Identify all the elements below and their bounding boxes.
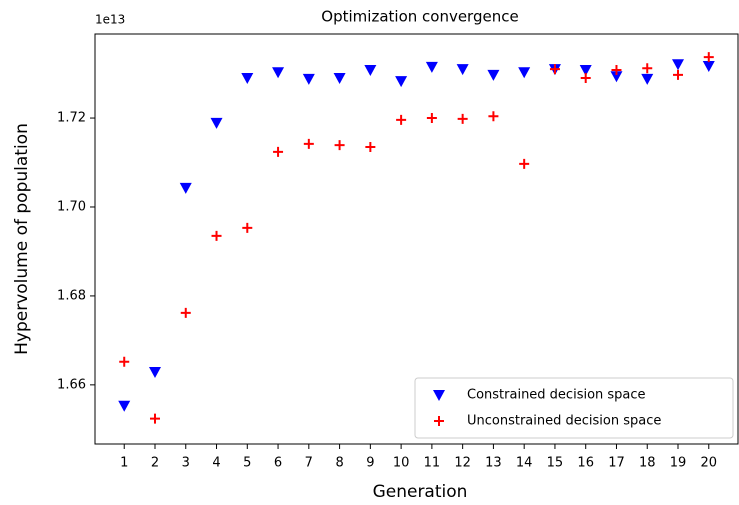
point bbox=[273, 146, 284, 157]
point bbox=[211, 230, 222, 241]
x-tick-label: 4 bbox=[212, 456, 220, 471]
point bbox=[456, 64, 469, 76]
x-tick-label: 7 bbox=[305, 456, 313, 471]
point bbox=[180, 307, 191, 318]
x-tick-label: 9 bbox=[366, 456, 374, 471]
x-tick-label: 6 bbox=[274, 456, 282, 471]
x-tick-label: 12 bbox=[454, 456, 471, 471]
point bbox=[673, 69, 684, 80]
legend-marker bbox=[433, 390, 445, 401]
point bbox=[148, 366, 161, 378]
point bbox=[365, 141, 376, 152]
x-tick-label: 10 bbox=[393, 456, 410, 471]
point bbox=[642, 63, 653, 74]
point bbox=[118, 400, 131, 412]
point bbox=[272, 67, 285, 79]
x-tick-label: 8 bbox=[335, 456, 343, 471]
point bbox=[703, 52, 714, 63]
point bbox=[519, 158, 530, 169]
point bbox=[241, 73, 254, 85]
x-tick-label: 1 bbox=[120, 456, 128, 471]
point bbox=[179, 182, 192, 194]
x-tick-label: 18 bbox=[639, 456, 656, 471]
point bbox=[302, 73, 315, 85]
y-tick-label: 1.66 bbox=[57, 377, 86, 392]
point bbox=[210, 117, 223, 129]
point bbox=[610, 71, 623, 83]
point bbox=[425, 61, 438, 73]
point bbox=[333, 73, 346, 85]
x-tick-label: 11 bbox=[424, 456, 441, 471]
offset-label: 1e13 bbox=[95, 13, 125, 27]
x-tick-label: 14 bbox=[516, 456, 533, 471]
point bbox=[549, 64, 560, 75]
point bbox=[488, 111, 499, 122]
point bbox=[334, 140, 345, 151]
point bbox=[641, 73, 654, 85]
point bbox=[518, 67, 531, 79]
x-tick-label: 19 bbox=[670, 456, 687, 471]
plot-frame bbox=[94, 33, 739, 445]
point bbox=[611, 65, 622, 76]
legend-box bbox=[414, 377, 734, 439]
point bbox=[702, 61, 715, 73]
point bbox=[426, 113, 437, 124]
x-tick-label: 13 bbox=[485, 456, 502, 471]
point bbox=[487, 69, 500, 81]
point bbox=[303, 138, 314, 149]
point bbox=[242, 222, 253, 233]
legend-marker bbox=[434, 416, 444, 426]
y-tick-label: 1.68 bbox=[57, 288, 86, 303]
point bbox=[364, 65, 377, 77]
point bbox=[396, 114, 407, 125]
point bbox=[672, 59, 685, 71]
legend-label: Unconstrained decision space bbox=[467, 414, 661, 429]
x-tick-label: 2 bbox=[151, 456, 159, 471]
y-tick-label: 1.70 bbox=[57, 199, 86, 214]
x-tick-label: 20 bbox=[700, 456, 717, 471]
x-tick-label: 15 bbox=[547, 456, 564, 471]
point bbox=[579, 65, 592, 77]
y-tick-label: 1.72 bbox=[57, 111, 86, 126]
legend-label: Constrained decision space bbox=[467, 388, 646, 403]
x-axis-label: Generation bbox=[373, 482, 468, 502]
x-tick-label: 5 bbox=[243, 456, 251, 471]
x-tick-label: 16 bbox=[577, 456, 594, 471]
y-axis-label: Hypervolume of population bbox=[12, 123, 32, 355]
x-tick-label: 17 bbox=[608, 456, 625, 471]
chart-title: Optimization convergence bbox=[321, 8, 518, 26]
point bbox=[457, 113, 468, 124]
point bbox=[119, 356, 130, 367]
point bbox=[580, 73, 591, 84]
x-tick-label: 3 bbox=[182, 456, 190, 471]
point bbox=[149, 413, 160, 424]
point bbox=[395, 76, 408, 88]
